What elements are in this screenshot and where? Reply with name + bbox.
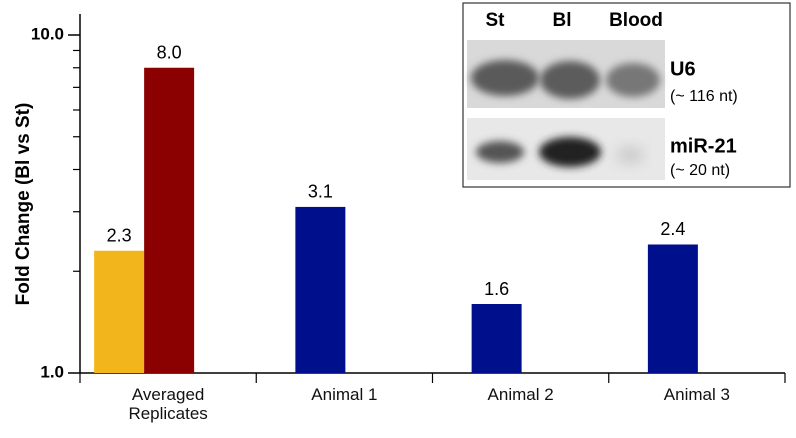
x-tick-label: Averaged Replicates <box>128 385 208 423</box>
blot-band <box>616 147 644 163</box>
bar <box>144 67 195 373</box>
lane-label: St <box>486 10 506 31</box>
bar <box>471 304 522 373</box>
blot-band <box>606 63 660 97</box>
blot-band <box>476 141 524 163</box>
band-size: (~ 20 nt) <box>670 162 730 179</box>
value-label: 2.3 <box>107 225 132 245</box>
x-tick-label: Animal 1 <box>311 385 378 404</box>
x-tick-label: Animal 3 <box>663 385 730 404</box>
band-label: U6 <box>670 58 696 80</box>
blot-band <box>539 137 601 167</box>
value-label: 1.6 <box>484 279 509 299</box>
blot-band <box>471 60 539 96</box>
bar <box>94 250 145 373</box>
value-label: 2.4 <box>660 219 685 239</box>
value-label: 3.1 <box>308 182 333 202</box>
band-label: miR-21 <box>670 135 737 157</box>
inset <box>462 2 791 188</box>
blot-band <box>540 61 600 99</box>
band-size: (~ 116 nt) <box>670 88 738 105</box>
lane-label: Blood <box>609 10 663 31</box>
lane-label: Bl <box>553 10 572 31</box>
bar <box>295 206 346 373</box>
y-tick-label: 1.0 <box>40 362 64 381</box>
y-axis-title: Fold Change (Bl vs St) <box>13 103 34 306</box>
value-label: 8.0 <box>157 43 182 63</box>
bar <box>647 244 698 373</box>
y-tick-label: 10.0 <box>31 24 64 43</box>
x-tick-label: Animal 2 <box>487 385 554 404</box>
